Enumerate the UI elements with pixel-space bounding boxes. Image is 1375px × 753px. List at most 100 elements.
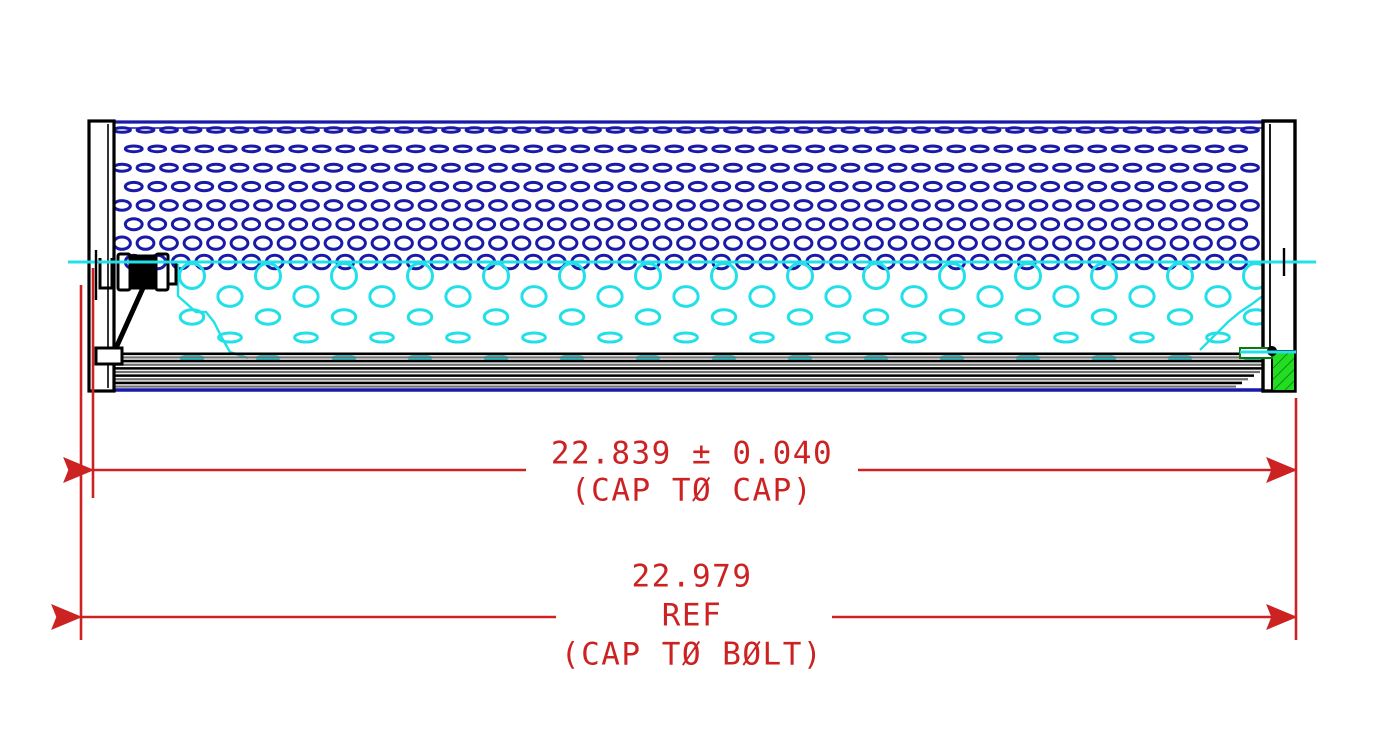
perforation-hole — [875, 180, 896, 193]
perforation-hole — [723, 162, 743, 173]
perforation-hole — [1204, 180, 1225, 193]
perforation-hole — [394, 199, 414, 212]
perforation-hole — [1204, 144, 1225, 154]
perforation-hole — [206, 199, 226, 212]
perforation-hole — [1075, 162, 1096, 173]
perforation-hole — [664, 217, 685, 232]
perforation-hole — [934, 199, 955, 212]
perforation-hole — [521, 331, 547, 344]
perforation-hole — [634, 308, 662, 326]
perforation-hole — [1181, 144, 1202, 154]
perforation-hole — [1228, 144, 1249, 154]
perforation-hole — [840, 162, 861, 173]
perforation-hole — [617, 217, 638, 232]
perforation-hole — [182, 126, 203, 134]
perforation-hole — [1005, 235, 1025, 251]
perforation-hole — [629, 199, 649, 212]
perforation-hole — [405, 217, 426, 232]
perforation-hole — [135, 235, 156, 251]
outer-perforated-mesh — [112, 126, 1260, 271]
perforation-hole — [300, 235, 320, 251]
perforation-hole — [793, 235, 814, 251]
perforation-hole — [593, 217, 614, 232]
perforation-hole — [605, 126, 626, 134]
dim1-value-text: 22.839 ± 0.040 — [551, 436, 833, 472]
perforation-hole — [276, 199, 297, 212]
perforation-hole — [597, 331, 623, 344]
perforation-hole — [758, 180, 779, 193]
perforation-hole — [1193, 235, 1213, 251]
perforation-hole — [369, 331, 395, 344]
perforation-hole — [911, 162, 931, 173]
perforation-hole — [311, 144, 332, 154]
perforation-hole — [1216, 199, 1237, 212]
perforation-hole — [1169, 162, 1190, 173]
perforation-hole — [958, 162, 978, 173]
perforation-hole — [382, 217, 403, 232]
perforation-hole — [734, 217, 755, 232]
perforation-hole — [793, 162, 814, 173]
perforation-hole — [217, 331, 243, 344]
perforation-hole — [946, 217, 967, 232]
perforation-hole — [511, 126, 532, 134]
perforation-hole — [1122, 199, 1143, 212]
perforation-hole — [746, 126, 767, 134]
perforation-hole — [444, 285, 472, 308]
perforation-hole — [535, 199, 555, 212]
perforation-hole — [147, 144, 168, 154]
perforation-hole — [441, 126, 461, 134]
perforation-hole — [605, 162, 626, 173]
perforation-hole — [605, 235, 626, 251]
perforation-hole — [723, 199, 743, 212]
perforation-hole — [570, 217, 591, 232]
perforation-hole — [596, 285, 624, 308]
perforation-hole — [593, 180, 614, 193]
perforation-hole — [229, 162, 250, 173]
perforation-hole — [511, 199, 532, 212]
perforation-hole — [862, 262, 890, 290]
dim2-caption-text: (CAP TØ BØLT) — [561, 637, 823, 673]
perforation-hole — [1028, 162, 1049, 173]
perforation-hole — [887, 235, 908, 251]
perforation-hole — [887, 199, 908, 212]
perforation-hole — [1110, 217, 1131, 232]
perforation-hole — [441, 199, 461, 212]
perforation-hole — [605, 199, 626, 212]
perforation-hole — [922, 180, 943, 193]
perforation-hole — [1087, 180, 1108, 193]
perforation-hole — [875, 144, 896, 154]
perforation-hole — [570, 144, 591, 154]
perforation-hole — [652, 126, 673, 134]
perforation-hole — [981, 199, 1002, 212]
perforation-hole — [558, 162, 579, 173]
perforation-hole — [746, 235, 767, 251]
perforation-hole — [1075, 235, 1096, 251]
perforation-hole — [805, 180, 826, 193]
perforation-hole — [875, 217, 896, 232]
perforation-hole — [1040, 180, 1061, 193]
perforation-hole — [464, 162, 485, 173]
perforation-hole — [546, 180, 567, 193]
perforation-hole — [687, 180, 708, 193]
perforation-hole — [899, 217, 920, 232]
perforation-hole — [229, 126, 250, 134]
perforation-hole — [558, 126, 579, 134]
perforation-hole — [922, 144, 943, 154]
perforation-hole — [664, 180, 685, 193]
perforation-hole — [699, 162, 720, 173]
perforation-hole — [1228, 217, 1249, 232]
perforation-hole — [535, 235, 555, 251]
perforation-hole — [112, 126, 132, 134]
perforation-hole — [347, 126, 367, 134]
perforation-hole — [417, 199, 438, 212]
perforation-hole — [300, 126, 320, 134]
perforation-hole — [194, 180, 215, 193]
perforation-hole — [1099, 126, 1119, 134]
perforation-hole — [1146, 126, 1166, 134]
perforation-hole — [617, 180, 638, 193]
perforation-hole — [582, 126, 602, 134]
perforation-hole — [535, 162, 555, 173]
perforation-hole — [840, 199, 861, 212]
perforation-hole — [711, 217, 732, 232]
perforation-hole — [123, 180, 144, 193]
